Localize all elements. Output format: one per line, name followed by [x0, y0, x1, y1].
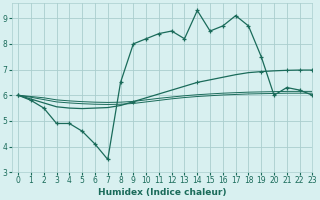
- X-axis label: Humidex (Indice chaleur): Humidex (Indice chaleur): [98, 188, 226, 197]
